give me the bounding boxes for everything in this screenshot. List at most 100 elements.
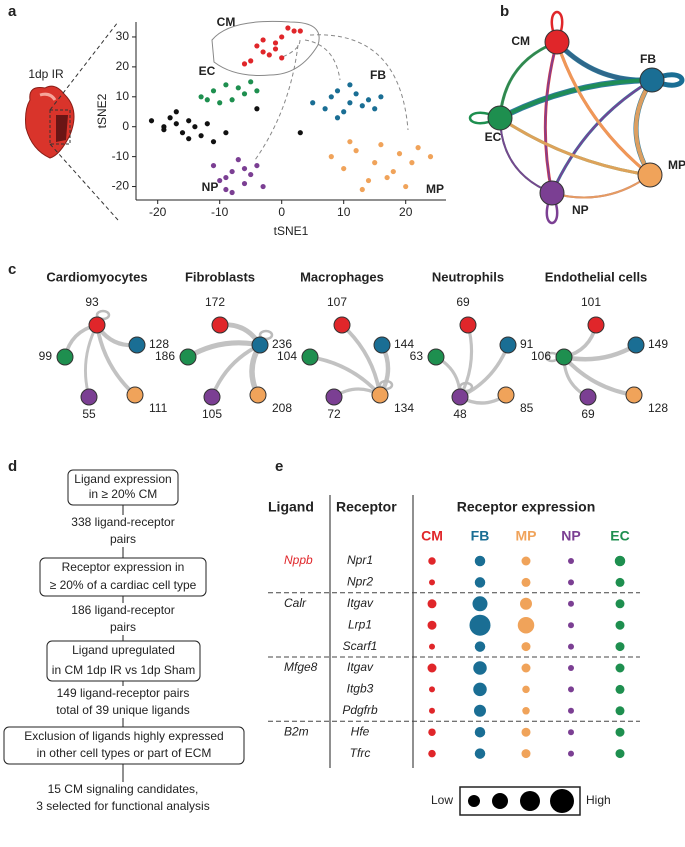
x-tick-label: 0 (278, 205, 285, 219)
network-edge (551, 174, 651, 199)
dot (472, 596, 488, 612)
point (210, 88, 217, 94)
y-tick-label: 20 (116, 59, 130, 73)
dot (428, 728, 436, 736)
panel-title: Endothelial cells (545, 269, 648, 284)
point (415, 145, 421, 151)
point (198, 133, 204, 139)
point (241, 180, 248, 187)
cell-node (427, 348, 445, 366)
point (241, 91, 248, 97)
x-tick-label: -10 (211, 205, 229, 219)
dot (474, 577, 486, 588)
point (365, 177, 372, 184)
y-tick-label: 0 (122, 119, 129, 133)
cell-node (56, 348, 74, 366)
dot (427, 620, 437, 630)
point (223, 186, 229, 193)
dot (521, 749, 531, 759)
point (204, 121, 210, 127)
cell-node (373, 336, 391, 354)
dot (568, 643, 574, 650)
receptor-label: Tfrc (350, 746, 371, 760)
point (173, 109, 179, 115)
dot (568, 600, 574, 607)
network-edge (340, 323, 382, 396)
point (217, 177, 223, 184)
flow-box-text: Exclusion of ligands highly expressed (24, 729, 223, 743)
dot (568, 622, 574, 629)
dot (568, 665, 574, 671)
flow-box-text: in other cell types or part of ECM (37, 746, 212, 760)
point (328, 94, 334, 100)
network-edge (551, 174, 651, 199)
point (372, 160, 378, 166)
column-label: FB (471, 528, 490, 544)
cell-node (637, 162, 663, 188)
cell-count: 236 (272, 337, 292, 351)
panel-label: b (500, 3, 509, 20)
point (223, 174, 229, 181)
point (229, 168, 235, 175)
receptor-label: Lrp1 (348, 617, 372, 631)
point (297, 130, 303, 136)
cell-node (325, 388, 343, 406)
cell-node (451, 388, 469, 406)
cell-node (128, 336, 146, 354)
flow-box-text: Receptor expression in (62, 560, 185, 574)
point (353, 91, 359, 97)
dot (568, 686, 574, 693)
dot (521, 727, 531, 737)
cell-node (88, 316, 106, 334)
cell-count: 105 (202, 407, 222, 421)
network-edge (84, 324, 99, 398)
point (359, 103, 365, 109)
cluster-outline (211, 20, 320, 76)
network-edge (499, 116, 651, 177)
dot (568, 729, 574, 736)
ligand-label: Nppb (284, 553, 313, 567)
point (173, 121, 179, 127)
point (347, 139, 353, 145)
cell-count: 101 (581, 295, 601, 309)
point (179, 130, 186, 136)
ligand-label: B2m (284, 724, 309, 738)
dot (615, 663, 625, 673)
flow-box (3, 726, 245, 765)
cell-count: 149 (648, 337, 668, 351)
dot (474, 641, 486, 652)
y-axis-label: tSNE2 (95, 93, 109, 128)
cell-count: 111 (149, 401, 168, 415)
cluster-label: NP (202, 180, 219, 194)
cell-count: 91 (520, 337, 534, 351)
legend-low: Low (431, 793, 453, 807)
point (161, 127, 167, 133)
receptor-label: Scarf1 (343, 639, 378, 653)
point (341, 109, 347, 115)
point (279, 55, 285, 61)
dot (474, 704, 486, 717)
panel-title: Fibroblasts (185, 269, 255, 284)
point (248, 58, 254, 64)
cell-node (333, 316, 351, 334)
dot (517, 616, 535, 634)
x-axis-label: tSNE1 (274, 224, 309, 238)
cell-node (301, 348, 319, 366)
cluster-label: CM (217, 15, 236, 29)
flow-result: total of 39 unique ligands (56, 703, 189, 717)
point (186, 136, 192, 142)
point (396, 151, 403, 157)
column-label: MP (516, 528, 537, 544)
point (359, 186, 365, 193)
cell-node (249, 386, 267, 404)
cluster-label: FB (370, 68, 386, 82)
panel-title: Neutrophils (432, 269, 504, 284)
cell-count: 128 (149, 337, 169, 351)
point (217, 100, 223, 106)
cell-label: MP (668, 158, 685, 172)
point (341, 165, 347, 172)
cell-count: 69 (456, 295, 470, 309)
point (409, 160, 415, 166)
cell-label: NP (572, 203, 589, 217)
dot (469, 614, 491, 636)
